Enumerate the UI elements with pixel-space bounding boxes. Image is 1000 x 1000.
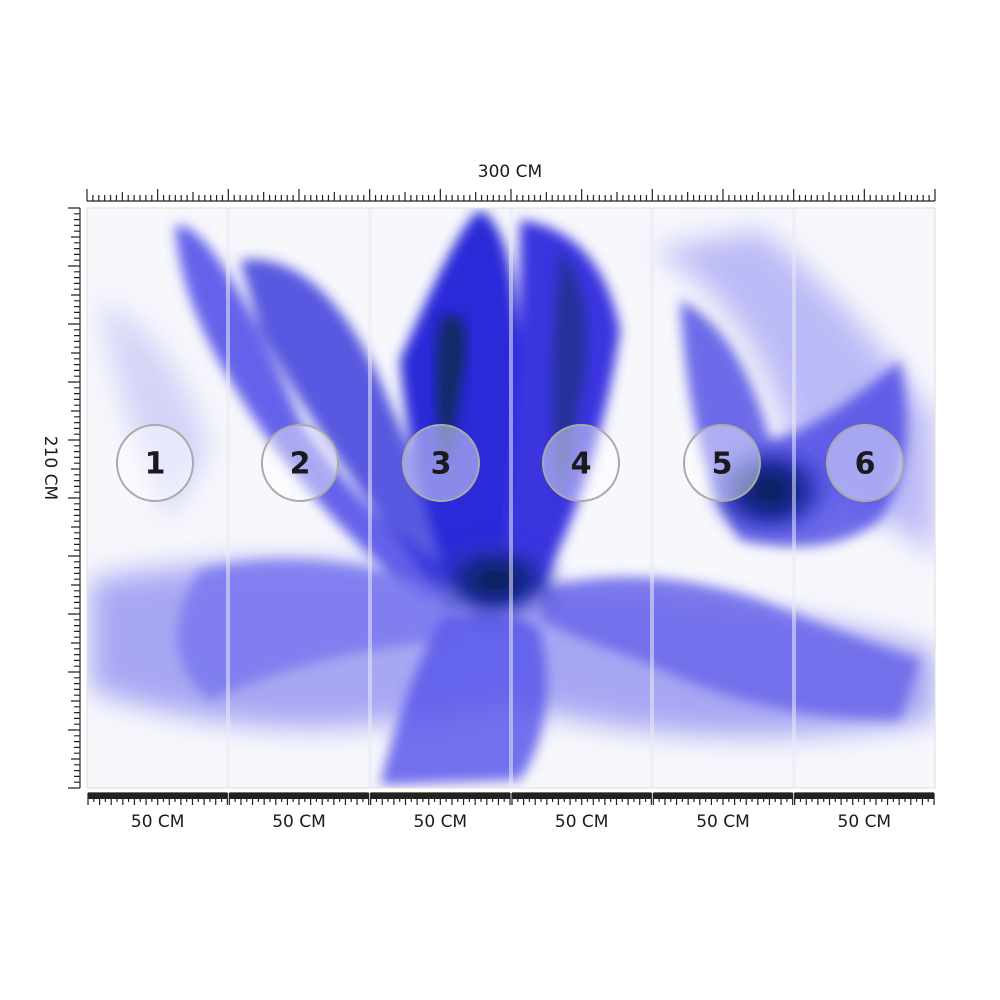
ruler [370, 792, 511, 805]
panel-badge [683, 424, 761, 502]
ruler [228, 792, 370, 805]
panel-number: 5 [712, 447, 733, 482]
panel-width: 50 CM [414, 812, 468, 832]
ruler [652, 792, 794, 805]
ruler [68, 207, 81, 789]
panel-badge [402, 424, 480, 502]
panel-width: 50 CM [696, 812, 750, 832]
height-label: 210 CM [40, 436, 60, 500]
ruler [794, 792, 935, 805]
width-label: 300 CM [478, 162, 542, 182]
panel-number: 2 [290, 447, 311, 482]
panel-badge [116, 424, 194, 502]
panel-number: 1 [145, 447, 166, 482]
panel-number: 6 [855, 447, 876, 482]
panel-width: 50 CM [555, 812, 609, 832]
rulers [68, 189, 936, 805]
panel-width: 50 CM [272, 812, 326, 832]
panel-badge [826, 424, 904, 502]
ruler [87, 792, 228, 805]
panel-width: 50 CM [838, 812, 892, 832]
panel-number: 3 [431, 447, 452, 482]
ruler [86, 189, 936, 202]
panels: 1 50 CM 2 50 CM 3 50 CM 4 50 CM 5 50 CM 6 50 CM [116, 424, 904, 832]
panel-badge [542, 424, 620, 502]
panel-badge [261, 424, 339, 502]
panel-number: 4 [571, 447, 592, 482]
mural-frame [86, 207, 936, 789]
mural-image [87, 208, 935, 788]
panel-width: 50 CM [131, 812, 185, 832]
ruler [511, 792, 652, 805]
